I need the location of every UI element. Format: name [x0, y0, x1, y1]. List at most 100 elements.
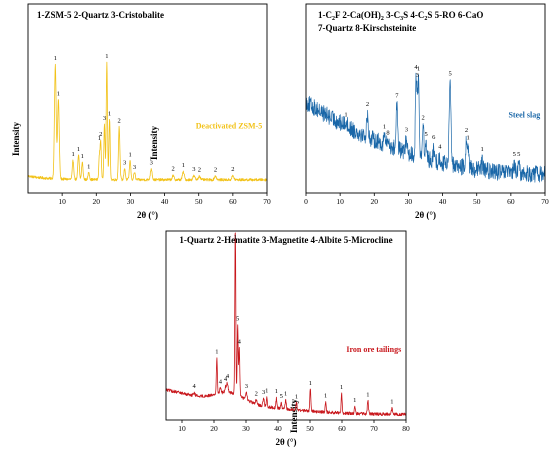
- peak-label: 3: [416, 72, 419, 79]
- x-axis-title: 2θ (°): [415, 210, 436, 220]
- x-tick-label: 70: [263, 197, 271, 206]
- legend-line-1: 1-C2F 2-Ca(OH)2 3-C3S 4-C2S 5-RO 6-CaO: [318, 10, 483, 22]
- peak-label: 1: [77, 146, 80, 153]
- peak-label: 2: [99, 131, 102, 138]
- series-line: [305, 72, 546, 183]
- peak-label: 1: [54, 55, 57, 62]
- x-axis-title: 2θ (°): [137, 210, 158, 220]
- peak-label: 1: [295, 393, 298, 400]
- x-tick-label: 20: [93, 197, 101, 206]
- chart-panel-top-left: 10 20 30 40 50 60 70 2θ (°) Intensity 1-ZSM-5 2-Q…: [11, 3, 271, 220]
- peak-label: 2: [255, 390, 258, 397]
- peak-label: 4: [193, 383, 197, 390]
- peak-label: 2: [171, 166, 174, 173]
- x-tick-label: 30: [127, 197, 135, 206]
- peak-label: 5: [448, 71, 451, 78]
- peak-label: 2: [421, 115, 424, 122]
- peak-label: 1: [353, 397, 356, 404]
- series-line: [27, 61, 268, 182]
- peak-label: 1: [215, 349, 218, 356]
- peak-label: 2: [465, 127, 468, 134]
- peak-label: 1: [366, 391, 369, 398]
- legend-text: 1-ZSM-5 2-Quartz 3-Cristobalite: [37, 10, 164, 20]
- peak-label: 1: [390, 398, 393, 405]
- peak-label: 2: [214, 167, 217, 174]
- peak-label: 3: [123, 160, 126, 167]
- legend-text: 1-Quartz 2-Hematite 3-Magnetite 4-Albite…: [179, 235, 392, 245]
- peak-label: 1: [128, 151, 131, 158]
- peak-label: 1: [284, 390, 287, 397]
- peak-label: 1: [340, 384, 343, 391]
- x-tick-label: 10: [58, 197, 66, 206]
- x-tick-label: 30: [405, 197, 413, 206]
- peak-label: 1: [275, 388, 278, 395]
- x-tick-label: 70: [370, 424, 378, 433]
- x-tick-label: 10: [178, 424, 186, 433]
- x-tick-label: 40: [274, 424, 282, 433]
- peak-label: 5: [236, 316, 239, 323]
- plot-frame: [27, 3, 268, 194]
- x-tick-label: 60: [338, 424, 346, 433]
- peak-label: 1: [105, 53, 108, 60]
- peak-label: 1: [324, 393, 327, 400]
- peak-label: 1: [71, 151, 74, 158]
- peak-label: 3: [133, 164, 136, 171]
- x-tick-label: 40: [161, 197, 169, 206]
- peak-label: 2: [118, 117, 121, 124]
- peak-label: 3: [245, 383, 248, 390]
- x-tick-label: 20: [371, 197, 379, 206]
- peak-label: 1: [383, 123, 386, 130]
- x-tick-label: 70: [541, 197, 549, 206]
- peak-label: 4: [414, 64, 418, 71]
- peak-label: 5: [517, 151, 520, 158]
- series-line: [165, 232, 407, 417]
- x-tick-label: 30: [242, 424, 250, 433]
- x-tick-label: 60: [229, 197, 237, 206]
- peak-label: 5: [425, 131, 428, 138]
- x-tick-label: 50: [306, 424, 314, 433]
- y-axis-title: Intensity: [149, 126, 159, 161]
- x-tick-label: 0: [304, 197, 308, 206]
- peak-label: 3: [262, 389, 265, 396]
- peak-label: 8: [386, 130, 389, 137]
- peak-label: 2: [198, 166, 201, 173]
- peak-label: 4: [224, 376, 228, 383]
- x-tick-label: 20: [210, 424, 218, 433]
- peak-label: 2: [231, 166, 234, 173]
- peak-label: 5: [280, 393, 283, 400]
- peak-label: 3: [150, 160, 153, 167]
- y-axis-title: Intensity: [11, 122, 21, 157]
- peak-label: 1: [87, 163, 90, 170]
- plot-frame: [165, 230, 407, 421]
- peak-label: 3: [192, 166, 195, 173]
- x-tick-label: 50: [473, 197, 481, 206]
- peak-label: 1: [309, 380, 312, 387]
- peak-label: 2: [366, 101, 369, 108]
- peak-label: 1: [98, 135, 101, 142]
- x-tick-label: 80: [402, 424, 410, 433]
- peak-label: 3: [103, 115, 106, 122]
- y-axis-title: Intensity: [289, 399, 299, 434]
- peak-label: 1: [417, 65, 420, 72]
- peak-label: 1: [182, 162, 185, 169]
- peak-label: 1: [467, 135, 470, 142]
- peak-label: 4: [438, 144, 442, 151]
- series-label: Steel slag: [508, 110, 540, 119]
- peak-label: 1: [265, 388, 268, 395]
- peak-label: 1: [81, 153, 84, 160]
- peak-label: 4: [219, 378, 223, 385]
- x-tick-label: 50: [195, 197, 203, 206]
- peak-label: 3: [405, 127, 408, 134]
- plot-frame: [305, 3, 546, 194]
- x-tick-label: 60: [507, 197, 515, 206]
- series-label: Deactivated ZSM-5: [196, 122, 262, 131]
- x-tick-label: 40: [439, 197, 447, 206]
- chart-panel-top-right: 0 10 20 30 40 50 60 70 2θ (°) Intensity 1-C2F 2-Ca…: [289, 3, 549, 434]
- peak-label: 4: [226, 373, 230, 380]
- peak-label: 1: [57, 90, 60, 97]
- legend-line-2: 7-Quartz 8-Kirschsteinite: [318, 23, 416, 33]
- peak-label: 5: [513, 151, 516, 158]
- peak-label: 1: [108, 110, 111, 117]
